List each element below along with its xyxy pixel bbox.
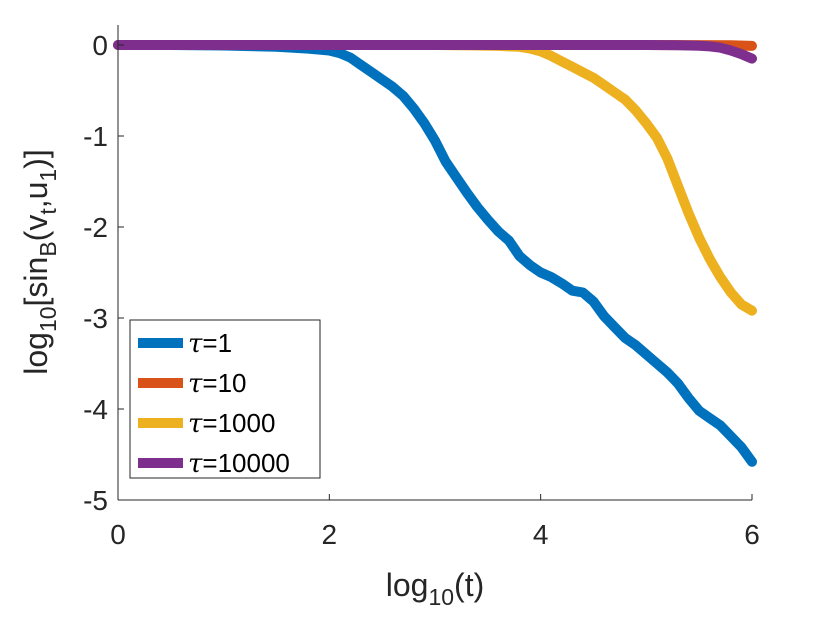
- x-tick-label: 2: [322, 519, 338, 550]
- legend-entry-tau-1000: τ=1000: [188, 408, 275, 439]
- y-tick-label: -3: [83, 303, 108, 334]
- legend-entry-tau-1: τ=1: [188, 328, 232, 359]
- x-tick-label: 6: [744, 519, 760, 550]
- y-tick-label: -2: [83, 212, 108, 243]
- legend-entry-tau-10: τ=10: [188, 368, 247, 399]
- y-tick-label: 0: [92, 30, 108, 61]
- legend-entry-tau-10000: τ=10000: [188, 448, 290, 479]
- y-tick-label: -1: [83, 121, 108, 152]
- y-ticks: 0 -1 -2 -3 -4 -5: [83, 30, 124, 516]
- x-tick-label: 4: [533, 519, 549, 550]
- x-axis-label: log10(t): [386, 567, 485, 610]
- series-line-3: [113, 40, 757, 64]
- legend: τ=1 τ=10 τ=1000 τ=10000: [129, 319, 321, 479]
- legend-box: [129, 319, 321, 479]
- y-tick-label: -5: [83, 485, 108, 516]
- x-tick-label: 0: [110, 519, 126, 550]
- series-line-0: [113, 40, 757, 467]
- series-layer: [113, 40, 757, 467]
- axes-box: [117, 25, 752, 501]
- y-axis-label: log10[sinB(vt,u1)]: [18, 149, 61, 375]
- x-ticks: 0 2 4 6: [110, 494, 760, 550]
- y-tick-label: -4: [83, 394, 108, 425]
